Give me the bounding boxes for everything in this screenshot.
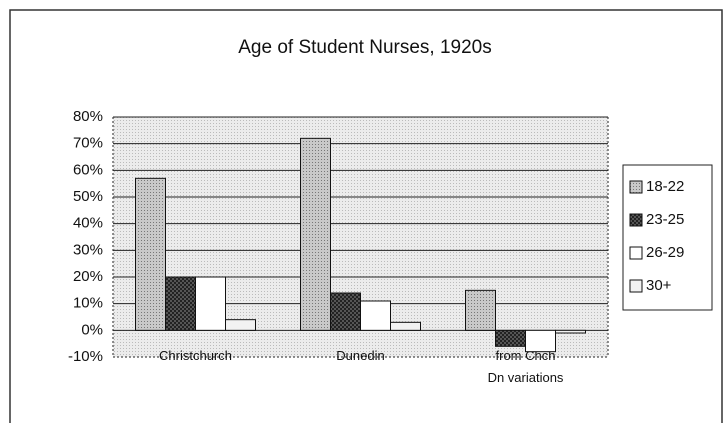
- bar: [495, 329, 526, 347]
- x-tick-label-box: Dunedin: [336, 348, 385, 363]
- bar: [465, 289, 496, 331]
- y-tick-label: 60%: [73, 161, 103, 178]
- y-tick-label: 30%: [73, 241, 103, 258]
- y-tick-label: 40%: [73, 215, 103, 232]
- legend-swatch: [629, 246, 643, 260]
- bar: [525, 329, 556, 353]
- y-tick-label: 10%: [73, 295, 103, 312]
- bar: [195, 276, 226, 331]
- y-tick-label: 20%: [73, 268, 103, 285]
- bar: [330, 292, 361, 331]
- legend-label: 18-22: [646, 178, 684, 195]
- legend-label: 23-25: [646, 211, 684, 228]
- y-tick-label: 0%: [81, 321, 103, 338]
- bar: [360, 300, 391, 331]
- y-tick-label: -10%: [68, 348, 103, 365]
- x-tick-label: from Chch Dn variations: [487, 348, 564, 385]
- x-tick-label: Christchurch: [159, 348, 232, 363]
- y-tick-label: 80%: [73, 108, 103, 125]
- legend-label: 30+: [646, 277, 672, 294]
- y-tick-label: 50%: [73, 188, 103, 205]
- bar: [165, 276, 196, 331]
- legend-swatch: [629, 180, 643, 194]
- chart-title: Age of Student Nurses, 1920s: [238, 37, 492, 58]
- bar: [225, 319, 256, 331]
- x-tick-label: Dunedin: [336, 348, 385, 363]
- legend-swatch: [629, 279, 643, 293]
- legend-swatch: [629, 213, 643, 227]
- bar: [390, 321, 421, 331]
- bar: [300, 137, 331, 331]
- x-tick-label-box: from Chch Dn variations: [487, 348, 564, 385]
- bar: [135, 177, 166, 331]
- y-tick-label: 70%: [73, 135, 103, 152]
- bar: [555, 329, 586, 334]
- legend-label: 26-29: [646, 244, 684, 261]
- x-tick-label-box: Christchurch: [159, 348, 232, 363]
